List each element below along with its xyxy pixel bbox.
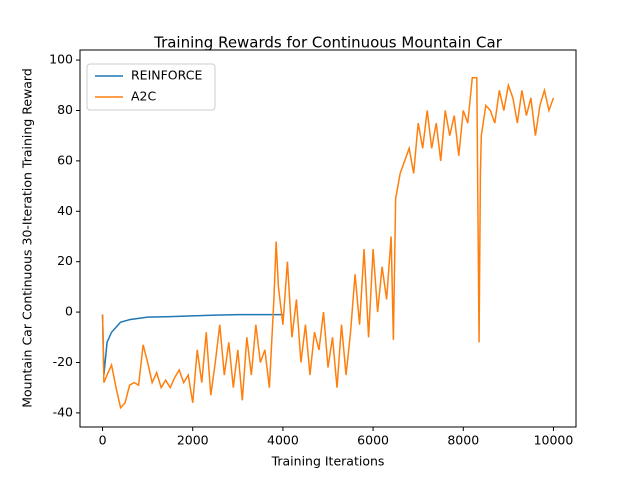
x-tick-label: 8000 [447,433,479,448]
x-tick-label: 2000 [177,433,209,448]
chart-title: Training Rewards for Continuous Mountain… [153,34,503,52]
line-series [101,313,283,376]
x-tick-label: 6000 [357,433,389,448]
y-tick-label: 80 [57,102,73,117]
y-tick-label: 40 [57,203,73,218]
x-axis-label: Training Iterations [271,454,385,469]
legend-label: A2C [131,89,157,104]
y-tick-label: -20 [53,354,73,369]
line-series [101,76,555,410]
y-tick-label: 100 [49,52,73,67]
x-tick-label: 4000 [267,433,299,448]
y-tick-label: -40 [53,404,73,419]
y-axis-label: Mountain Car Continuous 30-Iteration Tra… [20,68,35,408]
plot-frame [79,49,577,428]
legend-label: REINFORCE [131,68,202,83]
x-tick-label: 10000 [534,433,574,448]
y-tick-label: 60 [57,152,73,167]
y-tick-label: 0 [65,304,73,319]
x-tick-label: 0 [99,433,107,448]
y-tick-label: 20 [57,253,73,268]
